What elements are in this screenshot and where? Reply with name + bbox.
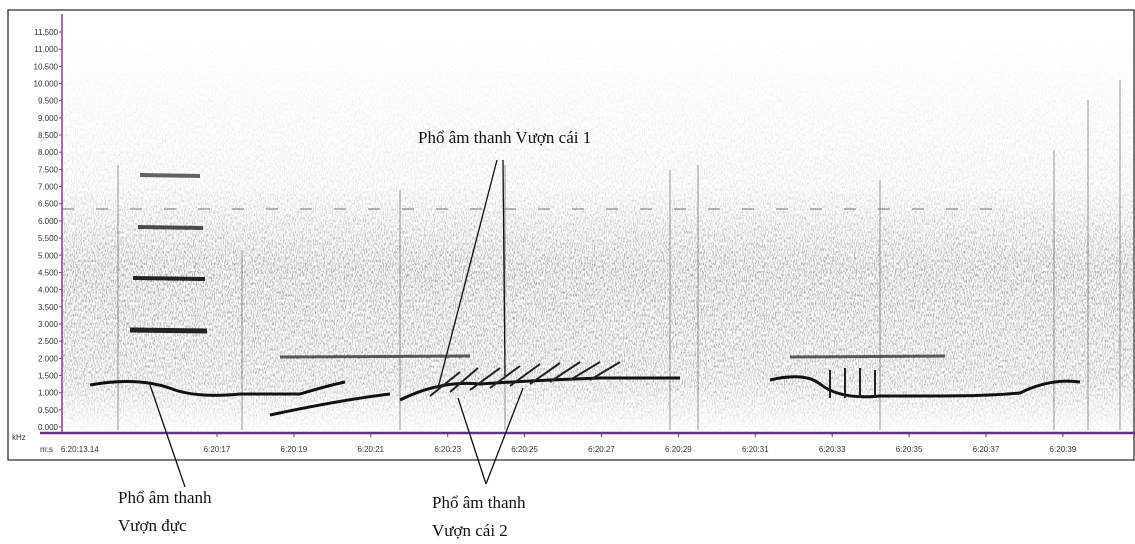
x-tick-label: 6:20:33 bbox=[819, 445, 846, 454]
y-tick-label: 1.500 bbox=[38, 371, 59, 380]
y-tick-label: 2.000 bbox=[38, 354, 59, 363]
y-tick-label: 11.500 bbox=[34, 28, 58, 37]
x-tick-label: 6:20:27 bbox=[588, 445, 615, 454]
x-tick-label: 6:20:37 bbox=[973, 445, 1000, 454]
y-tick-label: 3.500 bbox=[38, 303, 59, 312]
y-unit: kHz bbox=[12, 433, 26, 442]
y-tick-label: 4.000 bbox=[38, 286, 59, 295]
y-tick-label: 1.000 bbox=[38, 389, 59, 398]
y-tick-label: 0.500 bbox=[38, 406, 59, 415]
x-tick-label: 6:20:17 bbox=[204, 445, 231, 454]
y-tick-label: 9.000 bbox=[38, 114, 59, 123]
spectrogram-noise bbox=[62, 20, 1135, 432]
annotation-female-2: Phổ âm thanh bbox=[432, 493, 526, 512]
x-tick-label: 6:20:23 bbox=[434, 445, 461, 454]
annotation-male: Vượn đực bbox=[118, 516, 187, 535]
x-tick-label: 6:20:25 bbox=[511, 445, 538, 454]
y-tick-label: 4.500 bbox=[38, 268, 59, 277]
y-tick-label: 3.000 bbox=[38, 320, 59, 329]
spectrogram-features bbox=[62, 80, 1121, 430]
y-tick-label: 2.500 bbox=[38, 337, 59, 346]
x-tick-label: 6:20:35 bbox=[896, 445, 923, 454]
y-tick-label: 5.000 bbox=[38, 251, 59, 260]
y-tick-label: 0.000 bbox=[38, 423, 59, 432]
annotation-female-2: Vượn cái 2 bbox=[432, 521, 508, 540]
x-tick-label: 6:20:21 bbox=[357, 445, 384, 454]
x-prefix: m:s bbox=[40, 445, 53, 454]
y-tick-label: 11.000 bbox=[34, 45, 58, 54]
annotation-male: Phổ âm thanh bbox=[118, 488, 212, 507]
y-tick-label: 8.000 bbox=[38, 148, 59, 157]
y-tick-label: 9.500 bbox=[38, 97, 59, 106]
y-tick-label: 10.000 bbox=[34, 80, 59, 89]
y-tick-label: 6.500 bbox=[38, 200, 59, 209]
annotation-lines bbox=[149, 159, 524, 488]
y-tick-label: 8.500 bbox=[38, 131, 59, 140]
x-tick-label: 6:20:31 bbox=[742, 445, 769, 454]
annotation-female-1: Phổ âm thanh Vượn cái 1 bbox=[418, 128, 591, 147]
x-tick-label: 6:20:29 bbox=[665, 445, 692, 454]
y-tick-label: 5.500 bbox=[38, 234, 59, 243]
y-tick-label: 6.000 bbox=[38, 217, 59, 226]
x-tick-label: 6:20:39 bbox=[1050, 445, 1077, 454]
y-tick-label: 7.000 bbox=[38, 183, 59, 192]
x-tick-label: 6:20:13.14 bbox=[61, 445, 99, 454]
y-tick-label: 10.500 bbox=[34, 62, 59, 71]
y-tick-label: 7.500 bbox=[38, 165, 59, 174]
x-tick-label: 6:20:19 bbox=[281, 445, 308, 454]
